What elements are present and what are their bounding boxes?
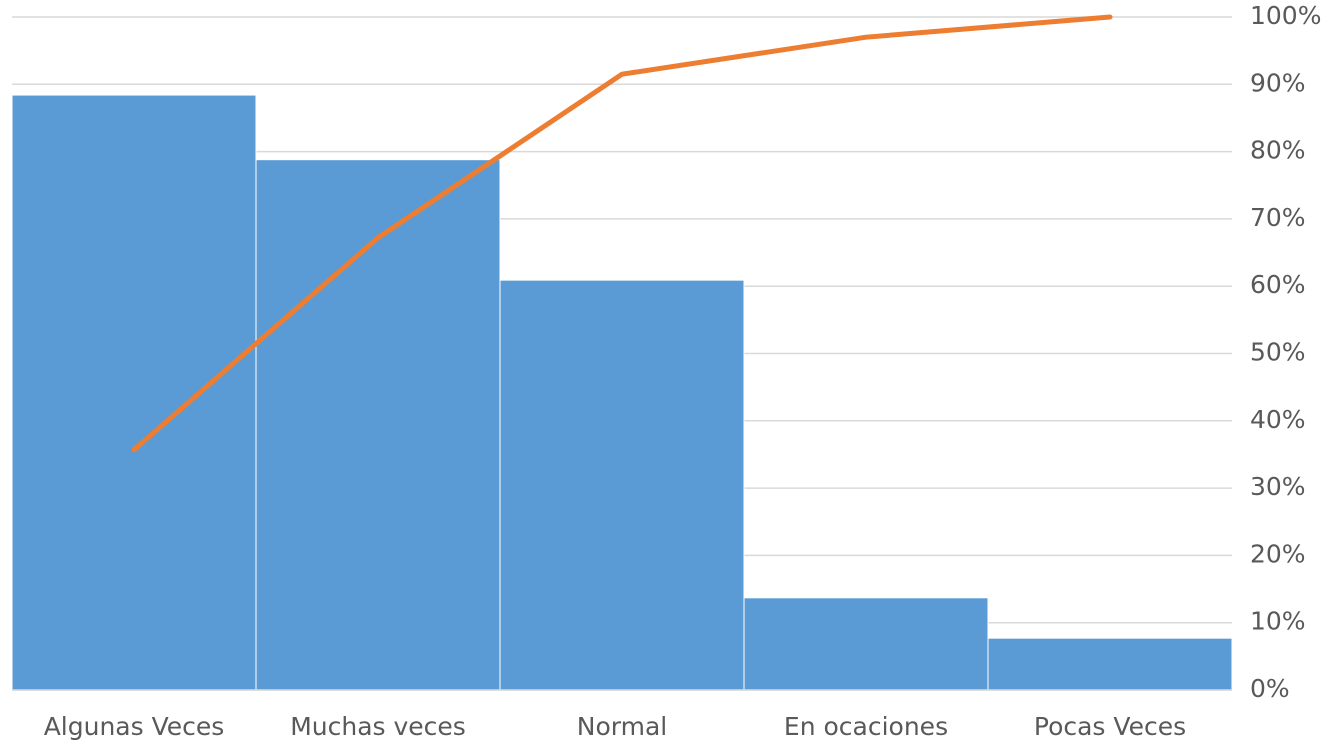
- bar: [11, 94, 257, 691]
- x-tick-label: En ocaciones: [784, 712, 948, 741]
- bar: [499, 279, 745, 691]
- cumulative-line: [131, 14, 1113, 453]
- x-tick-label: Normal: [577, 712, 667, 741]
- bar: [987, 637, 1233, 691]
- y-tick-label: 40%: [1250, 405, 1306, 434]
- y-tick-label: 50%: [1250, 338, 1306, 367]
- y-tick-label: 30%: [1250, 472, 1306, 501]
- y-tick-label: 0%: [1250, 674, 1290, 703]
- y-tick-label: 90%: [1250, 68, 1306, 97]
- y-tick-label: 100%: [1250, 1, 1321, 30]
- y-tick-label: 10%: [1250, 607, 1306, 636]
- y-tick-label: 60%: [1250, 270, 1306, 299]
- x-tick-label: Pocas Veces: [1034, 712, 1186, 741]
- y-tick-label: 70%: [1250, 203, 1306, 232]
- bar: [743, 597, 989, 691]
- y-tick-label: 80%: [1250, 136, 1306, 165]
- x-tick-label: Algunas Veces: [44, 712, 225, 741]
- bar: [255, 159, 501, 691]
- y-tick-label: 20%: [1250, 539, 1306, 568]
- x-tick-label: Muchas veces: [290, 712, 466, 741]
